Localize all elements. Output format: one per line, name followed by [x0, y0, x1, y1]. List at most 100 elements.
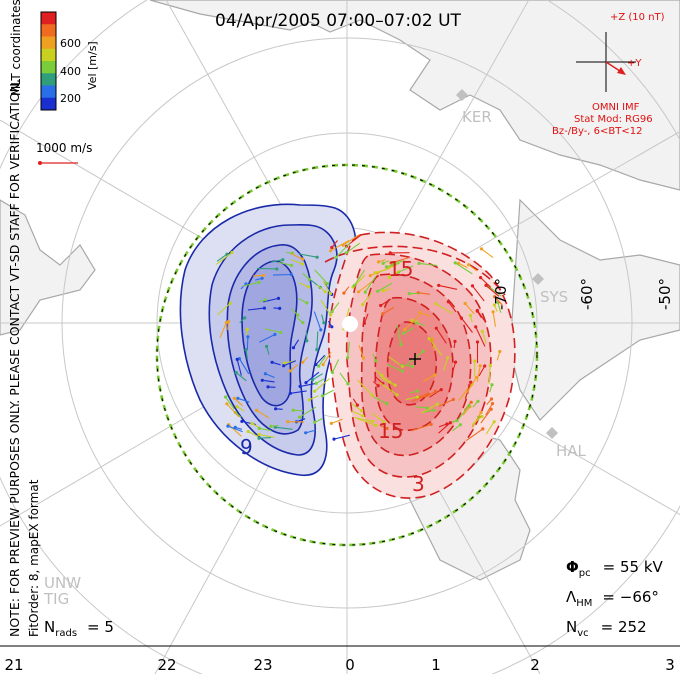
preview-note: NOTE: FOR PREVIEW PURPOSES ONLY. PLEASE …	[7, 79, 22, 637]
velocity-vector	[278, 261, 292, 266]
magnetic-pole-marker	[342, 316, 358, 332]
velocity-vector	[293, 339, 300, 348]
mlt-label-1: 1	[431, 656, 441, 674]
velocity-vector	[419, 262, 438, 267]
velocity-vector	[258, 437, 272, 439]
cross-polar-potential: Φpc = 55 kV	[566, 558, 664, 579]
velocity-vector	[419, 312, 431, 317]
velocity-vector	[377, 282, 393, 292]
svg-text:Nrads= 5: Nrads = 5	[44, 618, 114, 639]
velocity-vector	[415, 406, 428, 409]
velocity-vector	[460, 317, 473, 333]
velocity-vector	[305, 371, 320, 384]
velocity-vector	[320, 299, 332, 316]
velocity-vector	[314, 378, 330, 392]
colorbar-cell	[41, 48, 56, 62]
velocity-vector	[347, 341, 350, 358]
contour-label-15-bottom: 15	[378, 419, 403, 443]
imf-condition: Bz-/By-, 6<BT<12	[552, 126, 642, 137]
positive-contour-streak	[324, 245, 506, 296]
velocity-vector	[235, 372, 247, 382]
contour-label-15-top: 15	[388, 257, 413, 281]
velocity-vector	[416, 393, 429, 398]
velocity-vector	[416, 322, 426, 327]
colorbar-frame	[40, 11, 57, 111]
velocity-vector	[472, 400, 479, 408]
coordinates-label: MLT coordinates	[9, 0, 23, 96]
velocity-vector	[423, 409, 434, 413]
velocity-vector	[373, 396, 387, 405]
contour-label-9: 9	[240, 435, 253, 459]
velocity-vector	[476, 365, 481, 382]
potential-maximum-marker	[409, 353, 421, 365]
velocity-vector	[496, 351, 501, 361]
hm-symbol: Λ	[566, 588, 577, 606]
velocity-vector	[305, 429, 316, 434]
scale-vector: 1000 m/s	[36, 141, 92, 165]
velocity-vector	[238, 358, 250, 375]
colorbar-label: Vel [m/s]	[86, 41, 99, 90]
velocity-vector	[227, 425, 243, 433]
velocity-vector	[322, 351, 332, 365]
velocity-vector	[379, 424, 388, 430]
velocity-vector	[494, 296, 503, 306]
velocity-vector	[299, 253, 318, 258]
velocity-vector	[489, 384, 493, 393]
velocity-vector	[411, 319, 419, 322]
velocity-vector	[468, 264, 478, 272]
velocity-vector	[265, 373, 275, 379]
imf-model: Stat Mod: RG96	[574, 114, 653, 125]
velocity-vector	[447, 301, 457, 313]
velocity-vector	[453, 341, 456, 349]
hm-value: = −66°	[602, 588, 659, 606]
velocity-vector	[339, 372, 349, 385]
velocity-vector	[253, 274, 264, 277]
velocity-vector	[454, 262, 473, 275]
velocity-vector	[352, 398, 358, 406]
velocity-vector	[315, 354, 326, 365]
velocity-vector	[390, 256, 410, 264]
svg-text:Nvc= 252: Nvc = 252	[566, 618, 647, 639]
velocity-vector	[475, 326, 486, 347]
station-ker: KER	[456, 89, 492, 126]
velocity-vector	[275, 408, 283, 410]
velocity-vector	[237, 397, 250, 403]
latitude-label-60: -60°	[578, 278, 596, 310]
velocity-vector	[422, 374, 436, 382]
station-hal-label: HAL	[556, 442, 587, 460]
velocity-vector	[389, 269, 401, 278]
velocity-vector	[438, 423, 448, 428]
velocity-vector	[298, 298, 308, 304]
vector-origin	[235, 357, 239, 361]
velocity-vector	[239, 317, 245, 324]
velocity-vector	[235, 412, 242, 418]
velocity-vector	[259, 334, 276, 343]
velocity-vector	[396, 325, 402, 345]
velocity-vector	[226, 403, 240, 418]
velocity-vector	[242, 281, 260, 287]
velocity-vector	[452, 424, 461, 432]
velocity-vector	[386, 363, 403, 372]
velocity-vector	[216, 252, 233, 265]
coastline-west	[0, 199, 96, 336]
velocity-vector	[372, 353, 377, 361]
velocity-vector	[487, 285, 502, 297]
velocity-vector	[493, 304, 498, 312]
svg-text:ΛHM= −66°: ΛHM = −66°	[566, 588, 659, 609]
velocity-vector	[289, 364, 299, 372]
velocity-vector	[246, 336, 249, 350]
velocity-vector	[358, 345, 364, 359]
mlt-label-23: 23	[253, 656, 272, 674]
velocity-vector	[358, 280, 374, 293]
velocity-vector	[363, 313, 369, 324]
velocity-vector	[245, 349, 248, 360]
velocity-vector	[443, 357, 449, 371]
positive-contour-inner	[386, 321, 438, 406]
velocity-vector	[254, 277, 263, 281]
imf-source: OMNI IMF	[592, 102, 640, 113]
velocity-vector	[318, 355, 327, 367]
velocity-vector	[342, 234, 360, 246]
velocity-vector	[353, 269, 366, 286]
velocity-vector	[425, 390, 436, 398]
velocity-vector	[399, 363, 413, 368]
